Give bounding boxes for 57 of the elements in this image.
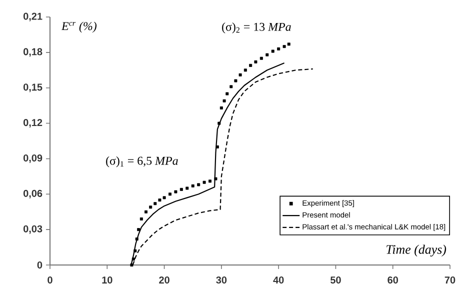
- point: [186, 186, 189, 190]
- point: [149, 206, 152, 209]
- x-tick-label: 70: [444, 276, 456, 284]
- x-tick-label: 40: [273, 276, 284, 284]
- point: [282, 45, 286, 48]
- point: [158, 198, 162, 202]
- point: [162, 196, 166, 200]
- y-tick-label: 0,21: [23, 12, 42, 22]
- point: [197, 183, 200, 186]
- point: [226, 92, 229, 96]
- point: [222, 99, 226, 102]
- x-tick-label: 10: [102, 276, 112, 284]
- point: [134, 249, 137, 252]
- point: [277, 47, 280, 50]
- point: [140, 217, 143, 220]
- annotation: (σ)$_{1}$ = 6,5 MPa: [106, 156, 178, 168]
- x-tick-label: 50: [330, 276, 341, 284]
- x-tick-label: 30: [216, 276, 227, 284]
- y-tick-label: 0,18: [23, 48, 42, 57]
- point: [216, 145, 219, 148]
- point: [202, 180, 206, 184]
- x-tick-label: 0: [48, 276, 52, 284]
- point: [174, 190, 178, 194]
- point: [266, 53, 269, 56]
- point: [154, 202, 157, 206]
- point: [220, 106, 223, 110]
- point: [249, 64, 252, 67]
- point: [230, 85, 233, 88]
- y-tick-label: 0,03: [23, 225, 42, 234]
- point: [191, 184, 194, 188]
- point: [137, 228, 140, 232]
- point: [208, 180, 212, 183]
- point: [130, 264, 134, 266]
- point: [238, 73, 242, 76]
- y-tick-label: 0,06: [23, 190, 42, 198]
- y-tick-label: 0,12: [23, 119, 42, 128]
- point: [135, 238, 138, 241]
- x-tick-label: 60: [388, 276, 398, 284]
- point: [214, 177, 218, 180]
- point: [271, 50, 274, 53]
- y-tick-label: 0,09: [23, 154, 42, 163]
- x-axis-title: Time (days): [386, 244, 446, 257]
- y-axis-title: E$^{cr}$ (%): [61, 22, 96, 33]
- point: [132, 258, 135, 261]
- annotation: (σ)$_{2}$ = 13 MPa: [222, 22, 291, 34]
- point: [180, 188, 183, 191]
- point: [218, 122, 221, 125]
- y-tick-label: 0,15: [23, 84, 42, 92]
- point: [144, 210, 148, 214]
- point: [260, 56, 263, 60]
- point: [168, 192, 172, 196]
- point: [287, 42, 290, 46]
- point: [244, 68, 247, 72]
- point: [234, 79, 238, 82]
- x-tick-label: 20: [159, 276, 170, 284]
- point: [254, 60, 258, 64]
- y-tick-label: 0: [37, 261, 42, 269]
